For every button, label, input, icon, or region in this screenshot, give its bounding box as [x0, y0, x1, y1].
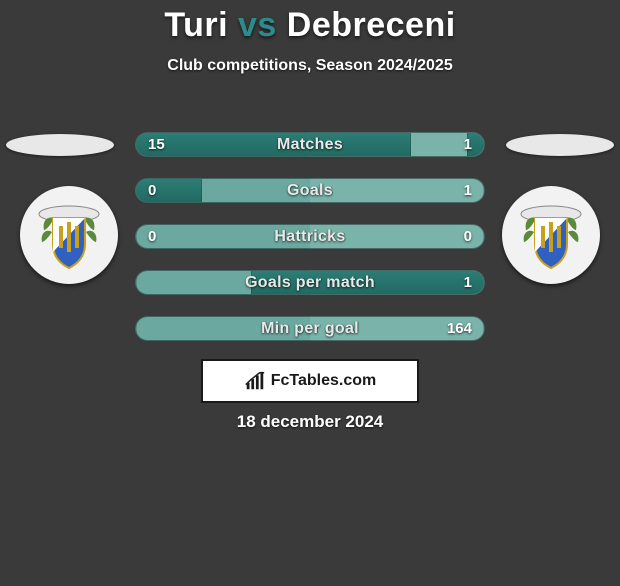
- bar-left-fill: [136, 317, 137, 340]
- stat-row: 164Min per goal: [135, 316, 485, 341]
- brand-suffix: com: [343, 372, 376, 389]
- chart-icon: [244, 370, 266, 392]
- bar-left-value: 0: [148, 179, 156, 202]
- bar-label: Min per goal: [136, 317, 484, 340]
- player2-name: Debreceni: [287, 6, 456, 44]
- page-title: Turi vs Debreceni: [0, 6, 620, 45]
- bar-right-fill: [483, 317, 484, 340]
- bar-right-fill: [483, 179, 484, 202]
- bar-right-fill: [251, 271, 484, 294]
- bar-left-fill: [136, 179, 202, 202]
- bar-left-value: 0: [148, 225, 156, 248]
- bar-left-fill: [136, 133, 411, 156]
- bar-left-value: 15: [148, 133, 165, 156]
- bar-right-value: 164: [447, 317, 472, 340]
- footer-text: FcTables.com: [271, 372, 377, 390]
- bar-label: Hattricks: [136, 225, 484, 248]
- footer-brand[interactable]: FcTables.com: [201, 359, 419, 403]
- date-text: 18 december 2024: [0, 412, 620, 432]
- subtitle: Club competitions, Season 2024/2025: [0, 57, 620, 75]
- stats-bars: 151Matches01Goals00Hattricks1Goals per m…: [135, 132, 485, 362]
- player1-name: Turi: [164, 6, 228, 44]
- bar-right-fill: [483, 225, 484, 248]
- crest-left-icon: [36, 196, 102, 274]
- crest-right-icon: [518, 196, 584, 274]
- club-badge-left: [20, 186, 118, 284]
- bar-left-fill: [136, 225, 137, 248]
- brand-main: Tables: [289, 372, 339, 389]
- bar-right-value: 1: [464, 133, 472, 156]
- bar-left-fill: [136, 271, 137, 294]
- stat-row: 0 0Hattricks: [135, 224, 485, 249]
- ellipse-left: [6, 134, 114, 156]
- brand-pre: Fc: [271, 372, 290, 389]
- club-badge-right: [502, 186, 600, 284]
- bar-right-value: 0: [464, 225, 472, 248]
- bar-right-value: 1: [464, 179, 472, 202]
- stat-row: 01Goals: [135, 178, 485, 203]
- ellipse-right: [506, 134, 614, 156]
- stat-row: 1Goals per match: [135, 270, 485, 295]
- bar-right-value: 1: [464, 271, 472, 294]
- stat-row: 151Matches: [135, 132, 485, 157]
- vs-text: vs: [238, 6, 277, 44]
